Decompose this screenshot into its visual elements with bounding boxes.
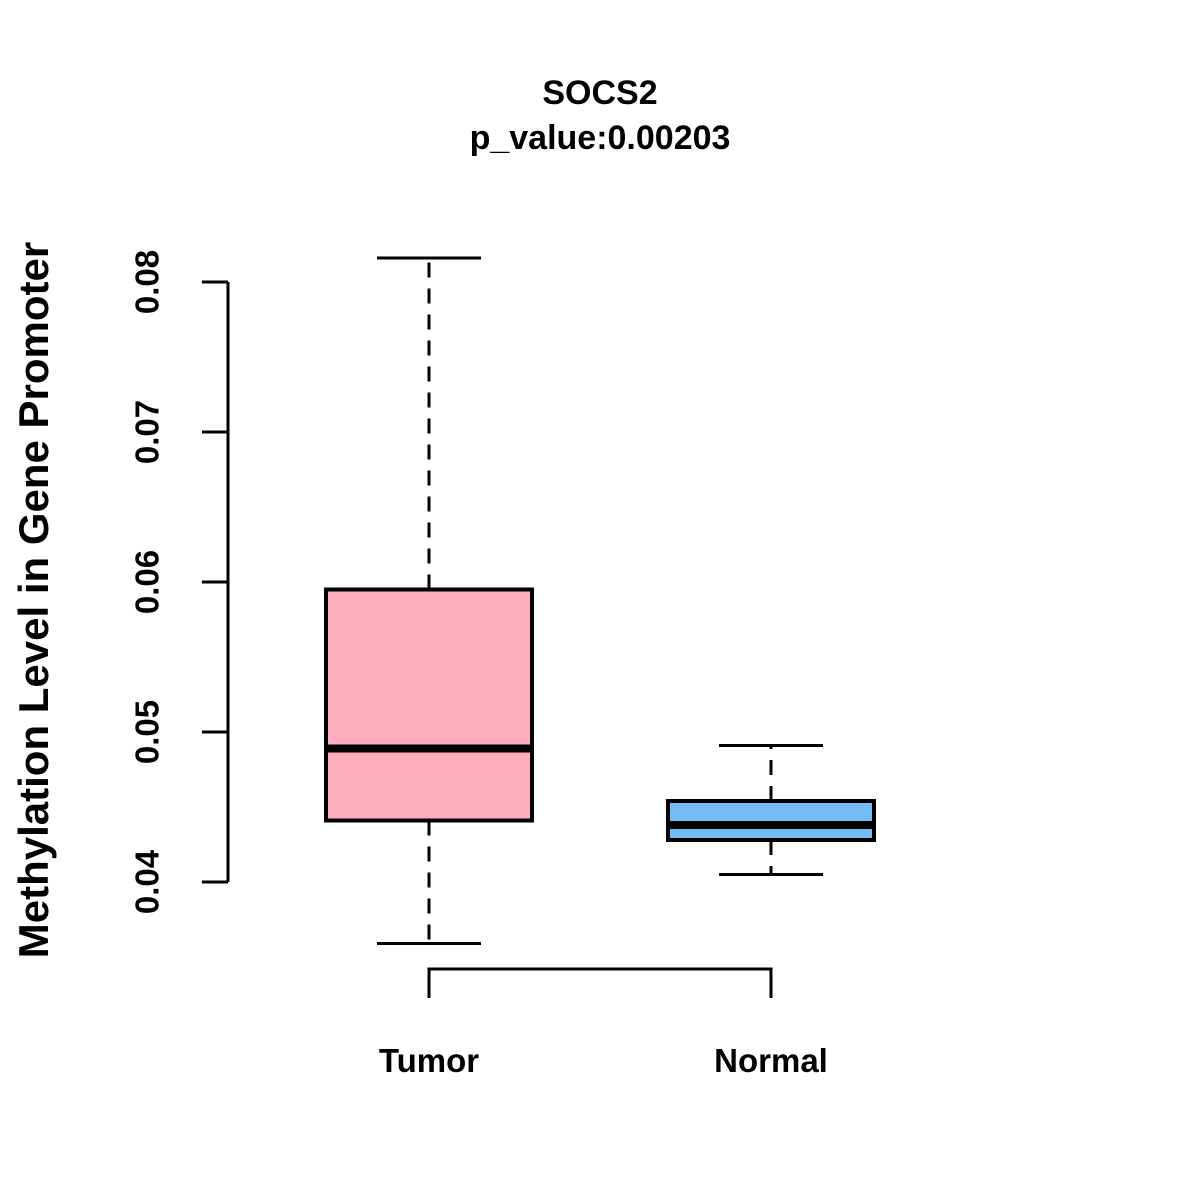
y-tick-label: 0.06 (129, 550, 166, 614)
chart-subtitle-pvalue: p_value:0.00203 (469, 119, 731, 157)
x-tick-label-tumor: Tumor (378, 1042, 480, 1079)
x-tick-label-normal: Normal (714, 1042, 828, 1079)
chart-title: SOCS2 (542, 74, 658, 112)
x-axis-bracket (427, 967, 773, 998)
y-tick-label: 0.05 (129, 700, 166, 764)
y-tick-label: 0.04 (129, 849, 166, 914)
iqr-box (324, 587, 534, 823)
iqr-box (666, 799, 876, 842)
y-tick-label: 0.07 (129, 400, 166, 464)
y-tick-label: 0.08 (129, 250, 166, 314)
